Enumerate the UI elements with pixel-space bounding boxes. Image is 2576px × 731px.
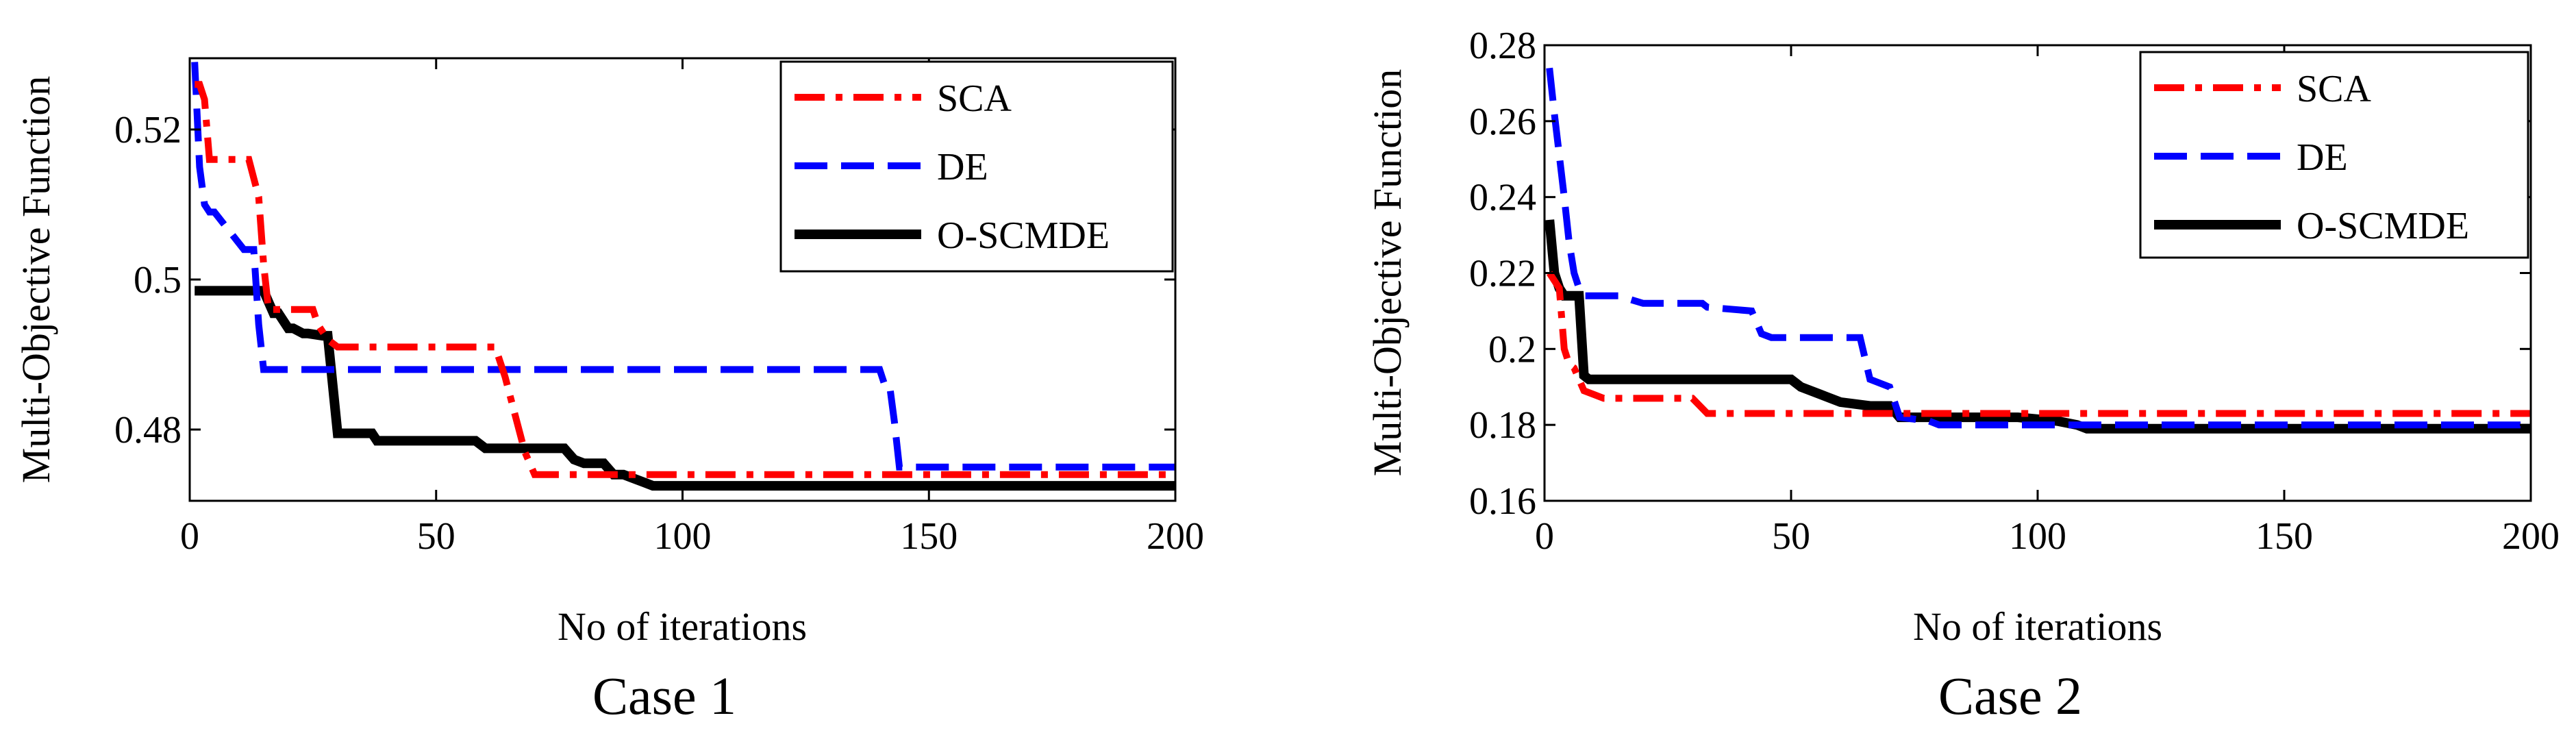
series-line-de-case-1 — [191, 62, 1175, 471]
y-tick-label-case-2: 0.18 — [1469, 404, 1536, 447]
series-layer-case-2 — [1545, 67, 2531, 434]
x-tick-label-case-1: 150 — [900, 515, 958, 558]
x-tick-label-case-1: 50 — [417, 515, 455, 558]
legend-label-de-case-1: DE — [937, 146, 988, 188]
series-layer-case-1 — [191, 62, 1175, 491]
x-tick-label-case-1: 100 — [654, 515, 712, 558]
chart-case-2: 0 50 100 150 2000.160.180.20.220.240.260.28 … — [1365, 25, 2560, 726]
x-tick-label-case-2: 150 — [2255, 515, 2313, 558]
y-tick-label-case-2: 0.24 — [1469, 177, 1536, 219]
x-tick-label-case-2: 0 — [1535, 515, 1554, 558]
caption-case-1: Case 1 — [592, 666, 736, 726]
x-tick-label-case-2: 200 — [2502, 515, 2560, 558]
legend-label-de-case-2: DE — [2297, 136, 2348, 179]
series-line-sca-case-1 — [195, 81, 1175, 478]
y-tick-label-case-1: 0.52 — [114, 109, 182, 151]
series-line-sca-case-2 — [1547, 271, 2531, 417]
y-tick-label-case-2: 0.26 — [1469, 101, 1536, 143]
legend-case-1: SCA DE O-SCMDE — [779, 60, 1174, 273]
chart-case-1: 0 50 100 150 200 0.48 0.5 0.52 No of iterations… — [14, 57, 1204, 726]
legend-label-sca-case-1: SCA — [937, 77, 1012, 120]
series-line-de-case-2 — [1546, 67, 2531, 429]
legend-label-o-scmde-case-2: O-SCMDE — [2297, 205, 2469, 247]
y-tick-label-case-2: 0.28 — [1469, 25, 1536, 67]
y-tick-label-case-2: 0.22 — [1469, 253, 1536, 295]
legend-case-2: SCA DE O-SCMDE — [2139, 51, 2529, 259]
x-axis-label-case-2: No of iterations — [1913, 604, 2162, 649]
series-line-o-scmde-case-2 — [1545, 219, 2531, 434]
x-tick-label-case-1: 200 — [1147, 515, 1204, 558]
legend-label-sca-case-2: SCA — [2297, 68, 2371, 110]
series-line-o-scmde-case-1 — [195, 286, 1175, 491]
x-tick-label-case-1: 0 — [180, 515, 199, 558]
caption-case-2: Case 2 — [1938, 666, 2082, 726]
y-tick-label-case-2: 0.16 — [1469, 480, 1536, 523]
x-tick-label-case-2: 50 — [1772, 515, 1810, 558]
x-tick-label-case-2: 100 — [2009, 515, 2066, 558]
x-axis-label-case-1: No of iterations — [558, 604, 807, 649]
ticks-case-2: 0 50 100 150 200 0.16 0.18 0.2 0.22 0.24 0.26 0.28 — [1469, 25, 2560, 558]
y-tick-label-case-2: 0.2 — [1488, 328, 1536, 371]
y-axis-label-case-1: Multi-Objective Function — [14, 76, 58, 483]
y-tick-label-case-1: 0.5 — [134, 259, 182, 301]
legend-label-o-scmde-case-1: O-SCMDE — [937, 214, 1110, 257]
ticks-case-1: 0 50 100 150 200 0.48 0.5 0.52 — [114, 58, 1204, 558]
y-tick-label-case-1: 0.48 — [114, 409, 182, 451]
y-axis-label-case-2: Multi-Objective Function — [1365, 69, 1410, 476]
